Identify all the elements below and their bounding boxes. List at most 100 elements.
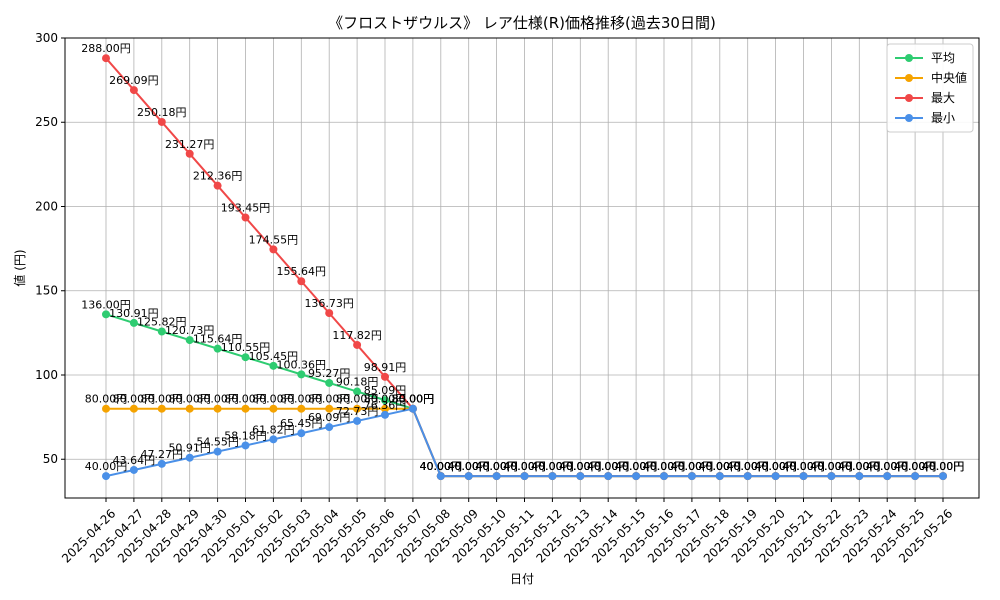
data-point [157, 459, 166, 468]
data-label: 40.00円 [559, 460, 602, 473]
data-label: 40.00円 [643, 460, 686, 473]
data-label: 193.45円 [221, 202, 271, 215]
data-label: 120.73円 [165, 324, 215, 337]
data-label: 54.55円 [196, 436, 239, 449]
data-point [241, 213, 250, 222]
data-label: 40.00円 [643, 460, 686, 473]
y-tick-label: 100 [35, 368, 58, 382]
data-point [102, 54, 110, 63]
legend-label: 平均 [931, 51, 955, 65]
data-point [464, 472, 473, 481]
data-label: 100.36円 [277, 358, 327, 371]
data-point [102, 404, 110, 413]
data-point [241, 404, 250, 413]
data-label: 40.00円 [559, 460, 602, 473]
x-axis-label: 日付 [510, 572, 534, 586]
legend-label: 中央値 [931, 70, 967, 85]
y-tick-label: 250 [35, 115, 58, 129]
data-point [325, 423, 334, 432]
data-label: 40.00円 [643, 460, 686, 473]
data-label: 40.00円 [838, 460, 881, 473]
data-point [381, 410, 389, 419]
data-point [297, 429, 306, 438]
data-label: 40.00円 [754, 460, 797, 473]
data-label: 130.91円 [109, 307, 159, 320]
data-point [129, 465, 138, 474]
data-point [157, 404, 166, 413]
data-label: 40.00円 [587, 460, 630, 473]
data-point [269, 435, 278, 444]
data-label: 40.00円 [810, 460, 853, 473]
data-label: 40.00円 [503, 460, 546, 473]
data-label: 40.00円 [475, 460, 518, 473]
data-label: 40.00円 [726, 460, 769, 473]
data-label: 40.00円 [615, 460, 658, 473]
data-label: 40.00円 [866, 460, 909, 473]
data-point [213, 447, 222, 456]
data-label: 40.00円 [420, 460, 463, 473]
data-point [185, 336, 194, 345]
data-point [492, 472, 501, 481]
data-point [660, 472, 668, 481]
data-point [157, 117, 166, 126]
data-label: 40.00円 [726, 460, 769, 473]
data-label: 110.55円 [221, 341, 271, 354]
data-label: 80.00円 [141, 393, 184, 406]
data-label: 40.00円 [531, 460, 574, 473]
data-label: 40.00円 [475, 460, 518, 473]
data-label: 40.00円 [782, 460, 825, 473]
data-label: 40.00円 [699, 460, 742, 473]
data-point [604, 472, 613, 481]
data-label: 80.00円 [392, 393, 435, 406]
data-point [129, 86, 138, 95]
plot-frame [64, 37, 980, 499]
data-point [185, 149, 194, 158]
data-point [241, 353, 250, 362]
data-label: 40.00円 [671, 460, 714, 473]
data-label: 80.00円 [336, 393, 379, 406]
data-label: 40.00円 [615, 460, 658, 473]
data-label: 40.00円 [671, 460, 714, 473]
data-label: 105.45円 [249, 350, 299, 363]
data-label: 40.00円 [922, 460, 965, 473]
data-point [771, 472, 780, 481]
data-label: 40.00円 [782, 460, 825, 473]
data-point [939, 472, 947, 481]
data-label: 40.00円 [699, 460, 742, 473]
data-label: 40.00円 [894, 460, 937, 473]
data-label: 40.00円 [671, 460, 714, 473]
data-label: 85.09円 [364, 384, 407, 397]
data-labels: 136.00円130.91円125.82円120.73円115.64円110.5… [81, 42, 964, 473]
data-label: 95.27円 [308, 367, 351, 380]
data-point [297, 370, 306, 379]
data-label: 40.00円 [922, 460, 965, 473]
data-label: 40.00円 [531, 460, 574, 473]
data-label: 40.00円 [503, 460, 546, 473]
data-point [129, 404, 138, 413]
data-label: 40.00円 [838, 460, 881, 473]
data-label: 250.18円 [137, 106, 187, 119]
data-label: 40.00円 [726, 460, 769, 473]
data-label: 115.64円 [193, 333, 243, 346]
data-point [632, 472, 641, 481]
data-label: 40.00円 [420, 460, 463, 473]
data-label: 40.00円 [503, 460, 546, 473]
data-point [325, 404, 334, 413]
chart-title: 《フロストザウルス》 レア仕様(R)価格推移(過去30日間) [328, 14, 716, 32]
data-point [353, 416, 362, 425]
data-label: 40.00円 [420, 460, 463, 473]
data-point [743, 472, 752, 481]
legend-label: 最小 [931, 111, 955, 125]
data-label: 80.00円 [85, 393, 128, 406]
data-label: 125.82円 [137, 315, 187, 328]
data-point [381, 396, 389, 405]
data-point [353, 404, 362, 413]
legend-swatch-marker [905, 74, 913, 82]
data-point [576, 472, 585, 481]
data-label: 47.27円 [141, 448, 184, 461]
data-point [241, 441, 250, 450]
data-label: 80.00円 [113, 393, 156, 406]
data-label: 72.73円 [336, 405, 379, 418]
